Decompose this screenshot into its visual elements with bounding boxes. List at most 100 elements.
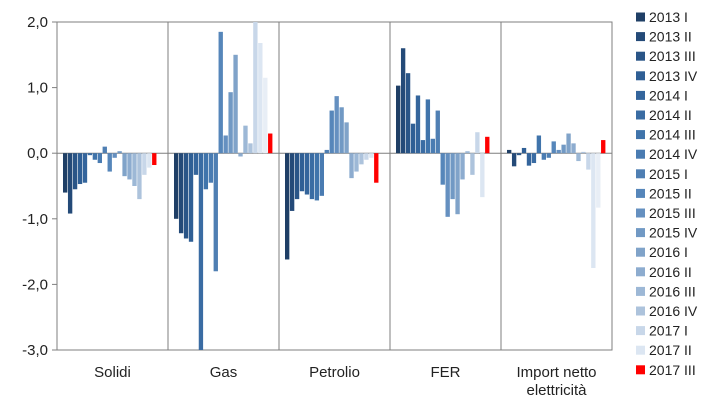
y-axis: -3,0 -2,0 -1,0 0,0 1,0 2,0	[22, 14, 57, 359]
legend-label: 2015 I	[649, 166, 688, 182]
bar-2015-ii	[551, 141, 556, 154]
legend-label: 2013 IV	[649, 68, 698, 84]
bar-2016-iv	[581, 151, 586, 154]
bar-2016-iii	[465, 151, 470, 154]
legend-label: 2014 II	[649, 107, 692, 123]
y-tick-label: -1,0	[22, 211, 48, 228]
y-tick-label: -2,0	[22, 276, 48, 293]
bar-group	[63, 22, 606, 350]
bar-2015-iii	[223, 135, 228, 154]
bar-2015-i	[435, 110, 440, 154]
bar-2014-iv	[319, 153, 324, 196]
bar-2013-iv	[521, 147, 527, 154]
bar-2017-iii	[374, 153, 379, 183]
y-tick-label: 1,0	[27, 80, 48, 97]
legend-swatch	[636, 345, 645, 355]
legend-label: 2015 III	[649, 205, 696, 221]
bar-2014-i	[193, 153, 199, 175]
legend-label: 2016 I	[649, 244, 688, 260]
bar-2017-i	[253, 22, 258, 154]
legend-label: 2017 III	[649, 362, 696, 378]
bar-2013-i	[174, 153, 179, 219]
legend-swatch	[636, 110, 645, 120]
legend-swatch	[636, 228, 645, 238]
bar-2017-ii	[369, 153, 374, 158]
bar-2015-iv	[450, 153, 455, 200]
bar-2014-ii	[87, 153, 93, 156]
bar-2017-i	[586, 153, 591, 170]
bar-2014-iv	[208, 153, 213, 183]
bar-2014-i	[415, 95, 421, 154]
legend-label: 2015 IV	[649, 225, 698, 241]
bar-2015-iv	[228, 92, 233, 154]
bar-2015-i	[213, 153, 218, 272]
y-tick-label: -3,0	[22, 342, 48, 359]
legend-swatch	[636, 326, 645, 336]
bar-2013-iii	[183, 153, 189, 239]
legend-label: 2014 IV	[649, 146, 698, 162]
bar-2017-iii	[268, 133, 273, 154]
bar-2016-ii	[127, 153, 132, 180]
bar-2015-iv	[117, 151, 122, 154]
y-tick-label: 2,0	[27, 14, 48, 31]
bar-2014-i	[526, 153, 532, 166]
bar-2016-i	[233, 54, 238, 154]
bar-2015-iv	[339, 107, 344, 154]
legend-swatch	[636, 188, 645, 198]
bar-2016-ii	[238, 153, 243, 157]
bar-2013-iii	[294, 153, 300, 200]
bar-2016-iii	[132, 153, 137, 186]
legend-swatch	[636, 267, 645, 277]
bar-2014-iv	[541, 153, 546, 160]
bar-2015-iv	[561, 144, 566, 154]
x-axis: Solidi Gas Petrolio FER Import netto elettric…	[94, 364, 596, 399]
bar-2013-ii	[67, 153, 73, 214]
bar-2016-iv	[470, 153, 475, 175]
legend-swatch	[636, 247, 645, 257]
bar-2013-iv	[77, 153, 83, 185]
bar-2017-iii	[485, 136, 490, 154]
bar-2016-iii	[354, 153, 359, 172]
legend-label: 2014 III	[649, 127, 696, 143]
legend-label: 2013 I	[649, 9, 688, 25]
bar-2014-iii	[536, 135, 542, 154]
bar-2015-ii	[440, 153, 445, 185]
bar-2017-iii	[152, 153, 157, 166]
x-category-label: FER	[431, 364, 461, 381]
legend-label: 2015 II	[649, 185, 692, 201]
legend-swatch	[636, 32, 645, 42]
bar-2013-i	[396, 85, 401, 154]
x-category-label: Import netto elettricità	[516, 364, 596, 399]
legend-swatch	[636, 71, 645, 81]
legend-swatch	[636, 286, 645, 296]
bar-2016-i	[455, 153, 460, 215]
legend-swatch	[636, 51, 645, 61]
bar-2016-iii	[243, 125, 248, 154]
bar-2014-ii	[531, 153, 537, 164]
legend-label: 2016 II	[649, 264, 692, 280]
bar-2017-iii	[601, 140, 606, 154]
bar-2017-i	[475, 132, 480, 154]
bar-2015-i	[324, 149, 329, 154]
bar-2013-iii	[516, 153, 522, 156]
bar-2013-ii	[511, 153, 517, 167]
bar-2016-ii	[460, 153, 465, 180]
bar-2017-ii	[147, 153, 152, 168]
bar-2016-i	[122, 153, 127, 177]
bar-2015-iii	[112, 153, 117, 158]
bar-2017-i	[364, 153, 369, 160]
bar-2016-iv	[137, 153, 142, 200]
legend-label: 2016 III	[649, 283, 696, 299]
bar-2013-iii	[405, 73, 411, 154]
bar-2015-iii	[445, 153, 450, 217]
bar-2013-i	[507, 149, 512, 154]
bar-2015-i	[102, 146, 107, 154]
bar-2016-ii	[571, 143, 576, 154]
bar-2015-iii	[334, 96, 339, 154]
bar-2016-i	[344, 122, 349, 154]
bar-2013-iv	[299, 153, 305, 192]
x-category-label: Solidi	[94, 364, 131, 381]
legend-label: 2017 II	[649, 342, 692, 358]
bar-2013-iv	[188, 153, 194, 242]
bar-2014-iii	[92, 153, 98, 160]
